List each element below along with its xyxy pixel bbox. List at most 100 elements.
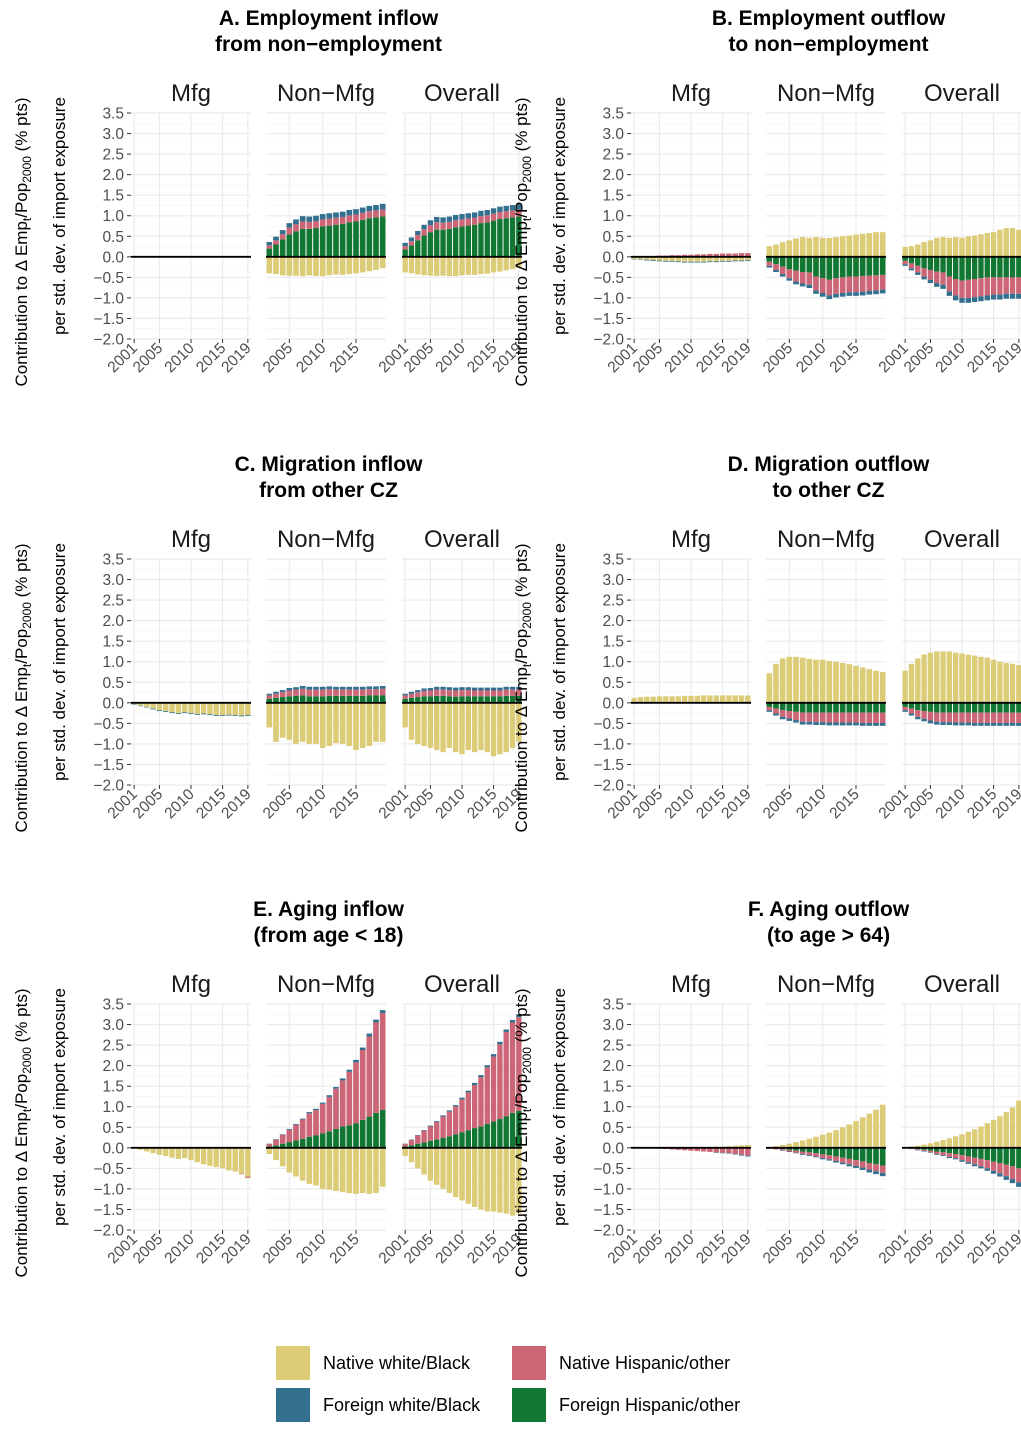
bar-segment-fwb xyxy=(421,224,427,230)
bar-segment-nwb xyxy=(453,1147,459,1198)
x-tick-label: 2010 xyxy=(293,340,330,377)
bar-segment-nho xyxy=(700,1147,707,1152)
bar-segment-nho xyxy=(786,269,793,279)
bar-segment-fwb xyxy=(738,1154,745,1156)
bar-segment-fwb xyxy=(465,213,471,219)
y-axis-label-part: Contribution to Δ Emp xyxy=(12,667,31,832)
bar-segment-fwb xyxy=(694,261,700,263)
bar-segment-nwb xyxy=(833,1130,839,1148)
bar-segment-fwb xyxy=(306,216,313,222)
bar-segment-nwb xyxy=(326,702,333,746)
y-axis-label-part: 2000 xyxy=(20,602,34,629)
bar-segment-nwb xyxy=(1009,663,1016,703)
bar-segment-nwb xyxy=(440,1147,446,1189)
bar-segment-fwb xyxy=(833,1160,839,1163)
bar-segment-fwb xyxy=(953,1158,959,1160)
bar-segment-fwb xyxy=(402,242,408,247)
bar-segment-fho xyxy=(293,231,299,257)
bar-segment-fho xyxy=(478,696,484,703)
bar-segment-nwb xyxy=(738,1145,745,1148)
bar-segment-nho xyxy=(682,1147,688,1151)
bar-segment-fho xyxy=(346,222,353,257)
y-tick-label: −1.5 xyxy=(93,757,124,774)
bar-segment-nwb xyxy=(408,256,415,274)
bar-segment-nho xyxy=(359,689,366,696)
bar-segment-fwb xyxy=(879,1172,886,1177)
bar-segment-nwb xyxy=(402,1147,408,1157)
bar-segment-fwb xyxy=(786,1151,793,1153)
bar-segment-fwb xyxy=(806,284,813,289)
bar-segment-fho xyxy=(879,702,886,713)
bar-segment-fwb xyxy=(440,686,446,690)
bar-segment-nwb xyxy=(408,702,415,740)
bar-segment-fho xyxy=(319,696,326,703)
bar-segment-nho xyxy=(866,275,873,291)
bar-segment-fwb xyxy=(990,722,997,726)
bar-segment-fho xyxy=(997,256,1003,278)
panel-subtitle: from other CZ xyxy=(259,479,398,502)
bar-segment-nwb xyxy=(873,670,879,703)
bar-segment-nho xyxy=(826,712,833,723)
bar-segment-nwb xyxy=(346,256,353,275)
bar-segment-nho xyxy=(465,690,471,697)
bar-segment-nwb xyxy=(663,696,669,703)
bar-segment-fho xyxy=(379,1110,386,1148)
bar-segment-nho xyxy=(427,690,434,697)
panel-title: E. Aging inflow xyxy=(253,898,405,921)
bar-segment-fwb xyxy=(675,261,682,263)
bar-segment-nho xyxy=(1016,277,1021,294)
bar-segment-fwb xyxy=(286,1128,293,1130)
y-axis-label: Contribution to Δ Empt/Pop2000 (% pts) xyxy=(512,544,534,833)
bar-segment-fho xyxy=(793,256,799,271)
bar-segment-nwb xyxy=(833,661,839,703)
bar-segment-nwb xyxy=(293,702,299,744)
bar-segment-fwb xyxy=(707,261,713,263)
facet-label: Mfg xyxy=(671,971,711,998)
y-tick-label: −1.5 xyxy=(593,1202,624,1219)
bar-segment-nho xyxy=(732,253,738,257)
bar-segment-fwb xyxy=(353,1059,359,1063)
panel-d: D. Migration outflow to other CZ Contribut… xyxy=(512,453,1021,832)
y-tick-label: −2.0 xyxy=(593,1223,624,1240)
y-tick-label: −2.0 xyxy=(93,332,124,349)
bar-segment-fwb xyxy=(879,722,886,726)
legend-label: Native Hispanic/other xyxy=(559,1353,730,1373)
bar-segment-fwb xyxy=(213,715,219,716)
bar-segment-fho xyxy=(853,256,859,277)
bar-segment-fwb xyxy=(266,1143,273,1145)
bar-segment-fho xyxy=(826,702,833,713)
bar-segment-nwb xyxy=(675,696,682,703)
bar-segment-fwb xyxy=(266,242,273,246)
bar-segment-fwb xyxy=(853,722,859,726)
bar-segment-nwb xyxy=(421,1147,427,1175)
bar-segment-fho xyxy=(459,696,465,703)
bar-segment-nho xyxy=(408,693,415,698)
bar-segment-fwb xyxy=(453,214,459,221)
y-tick-label: 3.0 xyxy=(102,1017,124,1034)
bar-segment-nho xyxy=(915,265,921,273)
bar-segment-nwb xyxy=(379,1147,386,1187)
bar-segment-fho xyxy=(427,1140,434,1148)
bar-segment-nwb xyxy=(516,702,522,742)
y-tick-label: −1.0 xyxy=(93,290,124,307)
y-tick-label: −0.5 xyxy=(93,270,124,287)
bar-segment-fho xyxy=(902,702,908,707)
bar-segment-nwb xyxy=(819,659,826,703)
bar-segment-fwb xyxy=(516,686,522,690)
bar-segment-fho xyxy=(1016,1147,1021,1169)
bar-segment-fho xyxy=(293,1140,299,1148)
legend-label: Foreign Hispanic/other xyxy=(559,1395,740,1415)
bar-segment-fho xyxy=(286,234,293,257)
bar-segment-fwb xyxy=(200,713,207,715)
bar-segment-fwb xyxy=(927,279,934,284)
x-tick-label: 2005 xyxy=(130,786,166,822)
bar-segment-nwb xyxy=(866,232,873,257)
bar-segment-fho xyxy=(353,695,359,703)
bar-segment-fho xyxy=(359,219,366,257)
y-tick-label: −2.0 xyxy=(593,778,624,795)
x-tick-label: 2005 xyxy=(401,340,437,376)
bar-segment-fwb xyxy=(333,1087,339,1089)
bar-segment-fwb xyxy=(434,1121,440,1122)
bar-segment-fwb xyxy=(293,1123,299,1125)
